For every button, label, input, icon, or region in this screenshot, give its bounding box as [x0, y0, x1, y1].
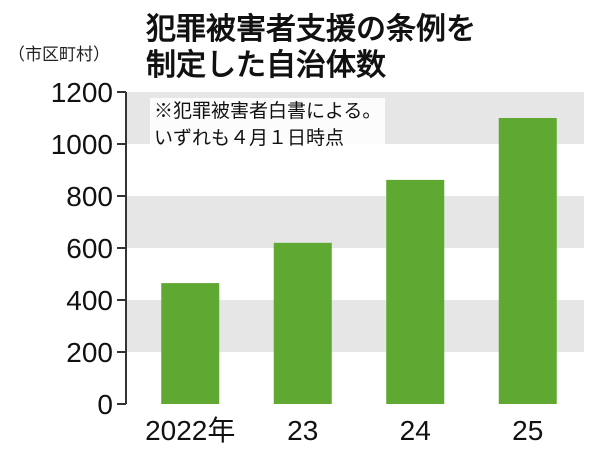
note-line-2: いずれも４月１日時点: [154, 127, 345, 149]
x-tick-label: 23: [287, 415, 318, 446]
x-tick-labels: 2022年 23 24 25: [145, 415, 543, 446]
y-tick-label: 600: [66, 233, 113, 264]
bars: [161, 118, 557, 404]
y-axis-unit: （市区町村）: [8, 45, 110, 65]
x-tick-label: 24: [400, 415, 431, 446]
y-tick-label: 800: [66, 181, 113, 212]
y-tick-label: 1200: [51, 77, 113, 108]
y-tick-label: 0: [97, 389, 113, 420]
title-line-2: 制定した自治体数: [146, 48, 386, 83]
y-tick-label: 400: [66, 285, 113, 316]
title-line-1: 犯罪被害者支援の条例を: [146, 12, 476, 47]
bar-23: [273, 242, 332, 404]
bar-25: [498, 118, 557, 404]
chart-title: 犯罪被害者支援の条例を 制定した自治体数: [146, 12, 476, 84]
y-tick-labels: 0 200 400 600 800 1000 1200: [51, 77, 113, 420]
x-tick-label: 2022年: [145, 415, 235, 446]
note-line-1: ※犯罪被害者白書による。: [154, 100, 382, 122]
source-note: ※犯罪被害者白書による。 いずれも４月１日時点: [150, 98, 386, 152]
bar-24: [386, 179, 445, 404]
y-tick-label: 200: [66, 337, 113, 368]
y-axis: [117, 91, 127, 405]
bar-2022年: [161, 283, 220, 404]
x-tick-label: 25: [512, 415, 543, 446]
y-tick-label: 1000: [51, 129, 113, 160]
